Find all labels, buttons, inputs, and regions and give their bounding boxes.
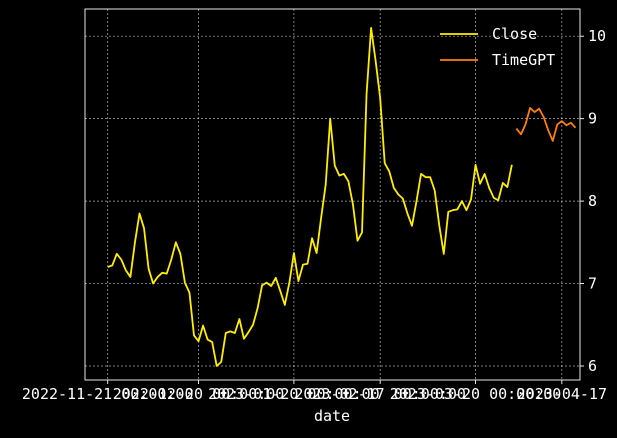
- series-line-timegpt: [515, 107, 577, 142]
- legend-label-close: Close: [492, 25, 537, 43]
- x-tick-label: 2022-12-20 00:00:00: [113, 385, 285, 403]
- x-tick-label: 2023-04-17: [517, 385, 607, 403]
- series-line-close: [107, 27, 513, 367]
- x-axis-label: date: [314, 407, 350, 425]
- legend: Close TimeGPT: [440, 25, 555, 69]
- y-tick-label: 10: [588, 27, 606, 45]
- plot-frame: [84, 8, 581, 381]
- y-tick-label: 6: [588, 357, 597, 375]
- x-tick-label: 2022-11-21 00:00:00: [22, 385, 194, 403]
- x-tick-label: 2023-03-20 00:00:00: [390, 385, 562, 403]
- series-layer: [107, 27, 577, 367]
- x-tick-label: 2023-02-17 00:00:00: [294, 385, 466, 403]
- grid: [85, 9, 580, 380]
- y-axis: 6 7 8 9 10: [580, 27, 606, 375]
- y-tick-label: 8: [588, 192, 597, 210]
- y-tick-label: 9: [588, 110, 597, 128]
- legend-label-timegpt: TimeGPT: [492, 51, 555, 69]
- x-tick-label: 2023-01-20 00:00:00: [208, 385, 380, 403]
- y-tick-label: 7: [588, 275, 597, 293]
